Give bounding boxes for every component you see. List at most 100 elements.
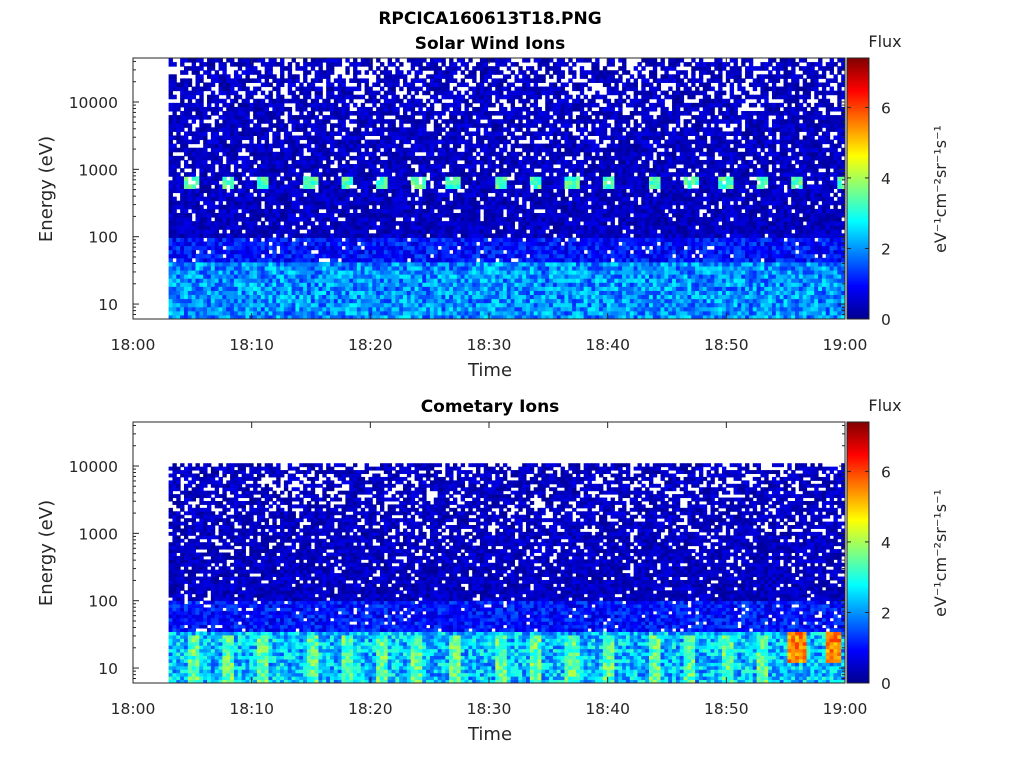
heatmap-cell: [326, 237, 331, 243]
heatmap-cell: [510, 192, 515, 198]
heatmap-cell: [268, 82, 273, 88]
heatmap-cell: [510, 168, 515, 173]
heatmap-cell: [333, 98, 339, 104]
heatmap-cell: [406, 119, 412, 124]
heatmap-cell: [453, 106, 458, 112]
heatmap-cell: [379, 298, 385, 304]
heatmap-cell: [518, 294, 523, 300]
heatmap-cell: [287, 212, 293, 218]
heatmap-cell: [310, 212, 316, 218]
heatmap-cell: [230, 253, 235, 259]
heatmap-cell: [322, 180, 327, 185]
heatmap-cell: [264, 257, 270, 263]
heatmap-cell: [349, 274, 354, 279]
heatmap-cell: [464, 123, 469, 128]
heatmap-cell: [345, 270, 350, 275]
heatmap-cell: [195, 82, 200, 88]
heatmap-cell: [330, 274, 335, 279]
heatmap-cell: [295, 253, 300, 259]
heatmap-cell: [379, 302, 385, 308]
heatmap-cell: [280, 82, 285, 88]
heatmap-cell: [218, 310, 223, 316]
heatmap-cell: [180, 184, 185, 189]
heatmap-cell: [233, 106, 239, 112]
heatmap-cell: [499, 274, 504, 279]
heatmap-cell: [268, 212, 273, 218]
heatmap-cell: [326, 58, 331, 63]
heatmap-cell: [383, 282, 389, 287]
heatmap-cell: [310, 302, 316, 308]
heatmap-cell: [318, 294, 323, 300]
heatmap-cell: [183, 314, 189, 320]
heatmap-cell: [295, 298, 300, 304]
heatmap-cell: [303, 127, 308, 132]
heatmap-cell: [376, 302, 381, 308]
heatmap-cell: [230, 196, 235, 202]
heatmap-cell: [460, 58, 466, 63]
heatmap-cell: [233, 123, 239, 128]
heatmap-cell: [349, 286, 354, 291]
heatmap-cell: [387, 212, 392, 218]
heatmap-cell: [226, 270, 231, 275]
heatmap-cell: [383, 82, 389, 88]
heatmap-cell: [218, 290, 223, 296]
heatmap-cell: [395, 131, 400, 136]
heatmap-cell: [406, 164, 412, 169]
heatmap-cell: [218, 86, 223, 92]
heatmap-cell: [476, 270, 481, 275]
heatmap-cell: [360, 302, 366, 308]
heatmap-cell: [453, 192, 458, 198]
heatmap-cell: [233, 208, 239, 214]
heatmap-cell: [468, 270, 473, 275]
heatmap-cell: [333, 270, 339, 275]
heatmap-cell: [310, 127, 316, 132]
heatmap-cell: [356, 204, 362, 210]
heatmap-cell: [280, 278, 285, 283]
heatmap-cell: [249, 282, 254, 287]
heatmap-cell: [360, 265, 366, 271]
heatmap-cell: [391, 229, 396, 234]
heatmap-cell: [414, 176, 419, 181]
heatmap-cell: [272, 241, 277, 247]
heatmap-cell: [445, 249, 450, 255]
heatmap-cell: [230, 127, 235, 132]
heatmap-cell: [191, 151, 196, 157]
heatmap-cell: [395, 111, 400, 116]
heatmap-cell: [422, 188, 427, 194]
heatmap-cell: [191, 102, 196, 108]
heatmap-cell: [218, 147, 223, 153]
heatmap-cell: [306, 286, 312, 291]
heatmap-cell: [283, 298, 289, 304]
heatmap-cell: [306, 290, 312, 296]
heatmap-cell: [510, 302, 515, 308]
heatmap-cell: [287, 257, 293, 263]
heatmap-cell: [210, 106, 216, 112]
heatmap-cell: [291, 253, 296, 259]
heatmap-cell: [318, 159, 323, 165]
heatmap-cell: [295, 78, 300, 83]
heatmap-cell: [287, 196, 293, 202]
heatmap-cell: [183, 131, 189, 136]
heatmap-cell: [391, 290, 396, 296]
heatmap-cell: [256, 172, 262, 177]
heatmap-cell: [306, 310, 312, 316]
heatmap-cell: [183, 143, 189, 149]
heatmap-cell: [433, 233, 439, 238]
heatmap-cell: [299, 123, 304, 128]
heatmap-cell: [429, 139, 435, 145]
heatmap-cell: [287, 188, 293, 194]
heatmap-cell: [314, 139, 319, 145]
heatmap-cell: [287, 282, 293, 287]
heatmap-cell: [207, 302, 212, 308]
heatmap-cell: [353, 310, 358, 316]
heatmap-cell: [403, 176, 408, 181]
heatmap-cell: [472, 111, 477, 116]
heatmap-cell: [230, 290, 235, 296]
heatmap-cell: [403, 233, 408, 238]
heatmap-cell: [322, 310, 327, 316]
heatmap-cell: [337, 86, 343, 92]
heatmap-cell: [291, 294, 296, 300]
heatmap-cell: [303, 265, 308, 271]
heatmap-cell: [410, 135, 416, 141]
heatmap-cell: [280, 306, 285, 312]
